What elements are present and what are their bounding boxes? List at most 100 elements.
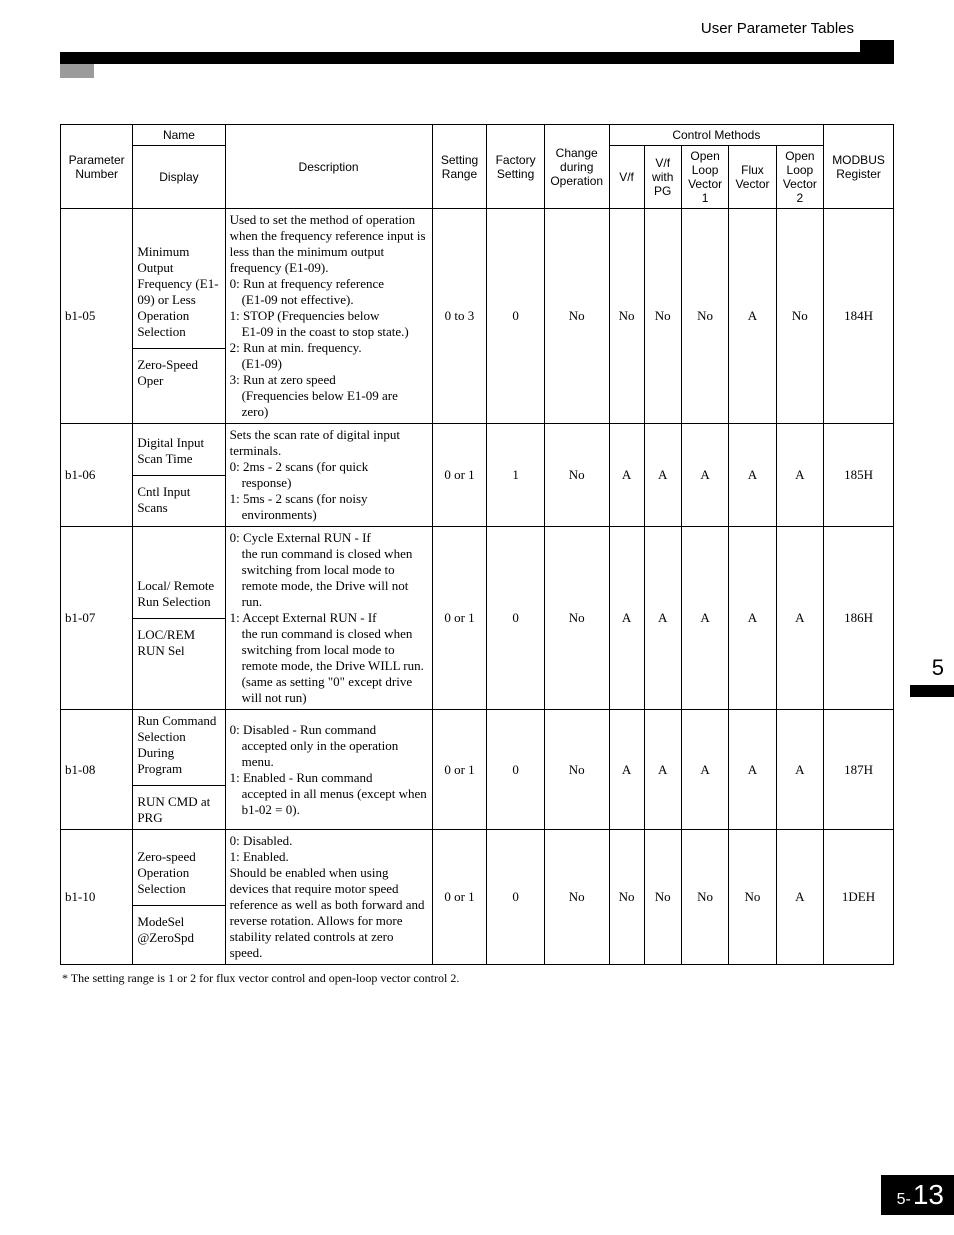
cell-change: No bbox=[544, 209, 609, 424]
cell-olv1: A bbox=[681, 710, 728, 830]
cell-vfpg: No bbox=[644, 209, 681, 424]
th-factory-setting: Factory Setting bbox=[487, 125, 544, 209]
table-row: b1-07Local/ Remote Run Selection LOC/REM … bbox=[61, 527, 894, 710]
cell-display: Cntl Input Scans bbox=[137, 480, 220, 516]
cell-olv2: A bbox=[776, 830, 823, 965]
cell-name: Digital Input Scan Time bbox=[137, 435, 220, 471]
th-flux: Flux Vector bbox=[729, 146, 776, 209]
cell-description: Sets the scan rate of digital input term… bbox=[225, 424, 432, 527]
th-display: Display bbox=[133, 146, 225, 209]
cell-vf: A bbox=[609, 710, 644, 830]
cell-vfpg: No bbox=[644, 830, 681, 965]
cell-olv2: No bbox=[776, 209, 823, 424]
cell-description: Used to set the method of operation when… bbox=[225, 209, 432, 424]
th-control-methods: Control Methods bbox=[609, 125, 823, 146]
cell-vfpg: A bbox=[644, 710, 681, 830]
footnote: * The setting range is 1 or 2 for flux v… bbox=[62, 971, 894, 986]
cell-modbus: 185H bbox=[824, 424, 894, 527]
table-container: Parameter Number Name Description Settin… bbox=[60, 124, 894, 986]
cell-vf: A bbox=[609, 424, 644, 527]
cell-vf: No bbox=[609, 209, 644, 424]
cell-factory: 0 bbox=[487, 209, 544, 424]
table-row: b1-06Digital Input Scan Time Cntl Input S… bbox=[61, 424, 894, 527]
cell-modbus: 186H bbox=[824, 527, 894, 710]
cell-display: Zero-Speed Oper bbox=[137, 353, 220, 389]
cell-param-number: b1-10 bbox=[61, 830, 133, 965]
cell-name: Zero-speed Operation Selection bbox=[137, 849, 220, 901]
header-notch bbox=[60, 64, 94, 78]
cell-description: 0: Disabled - Run commandaccepted only i… bbox=[225, 710, 432, 830]
header-title: User Parameter Tables bbox=[701, 20, 854, 37]
cell-range: 0 to 3 bbox=[432, 209, 487, 424]
cell-flux: A bbox=[729, 527, 776, 710]
cell-description: 0: Disabled.1: Enabled.Should be enabled… bbox=[225, 830, 432, 965]
cell-olv1: A bbox=[681, 527, 728, 710]
th-description: Description bbox=[225, 125, 432, 209]
th-modbus: MODBUS Register bbox=[824, 125, 894, 209]
cell-olv1: A bbox=[681, 424, 728, 527]
cell-factory: 0 bbox=[487, 830, 544, 965]
cell-flux: A bbox=[729, 710, 776, 830]
cell-olv2: A bbox=[776, 527, 823, 710]
chapter-number: 5 bbox=[932, 655, 944, 681]
cell-name: Local/ Remote Run Selection bbox=[137, 578, 220, 614]
cell-change: No bbox=[544, 710, 609, 830]
cell-name-display: Minimum Output Frequency (E1-09) or Less… bbox=[133, 209, 225, 424]
table-row: b1-05Minimum Output Frequency (E1-09) or… bbox=[61, 209, 894, 424]
page-prefix: 5- bbox=[897, 1191, 911, 1209]
th-name: Name bbox=[133, 125, 225, 146]
cell-display: ModeSel @ZeroSpd bbox=[137, 910, 220, 946]
cell-factory: 0 bbox=[487, 710, 544, 830]
header-bar bbox=[60, 52, 894, 64]
page: User Parameter Tables Parameter Number N… bbox=[0, 0, 954, 1235]
cell-param-number: b1-07 bbox=[61, 527, 133, 710]
th-param-number: Parameter Number bbox=[61, 125, 133, 209]
cell-display: RUN CMD at PRG bbox=[137, 790, 220, 826]
cell-param-number: b1-06 bbox=[61, 424, 133, 527]
cell-param-number: b1-08 bbox=[61, 710, 133, 830]
header-stripe bbox=[860, 40, 894, 52]
cell-name-display: Run Command Selection During Program RUN … bbox=[133, 710, 225, 830]
th-olv1: Open Loop Vector 1 bbox=[681, 146, 728, 209]
cell-name-display: Digital Input Scan Time Cntl Input Scans bbox=[133, 424, 225, 527]
cell-modbus: 184H bbox=[824, 209, 894, 424]
cell-change: No bbox=[544, 527, 609, 710]
cell-flux: A bbox=[729, 209, 776, 424]
cell-change: No bbox=[544, 830, 609, 965]
table-row: b1-10Zero-speed Operation Selection ModeS… bbox=[61, 830, 894, 965]
cell-flux: A bbox=[729, 424, 776, 527]
th-change-during: Change during Operation bbox=[544, 125, 609, 209]
cell-factory: 1 bbox=[487, 424, 544, 527]
cell-vfpg: A bbox=[644, 527, 681, 710]
th-olv2: Open Loop Vector 2 bbox=[776, 146, 823, 209]
th-setting-range: Setting Range bbox=[432, 125, 487, 209]
table-row: b1-08Run Command Selection During Progra… bbox=[61, 710, 894, 830]
cell-olv2: A bbox=[776, 710, 823, 830]
page-num: 13 bbox=[913, 1179, 944, 1211]
cell-range: 0 or 1 bbox=[432, 710, 487, 830]
cell-name-display: Local/ Remote Run Selection LOC/REM RUN S… bbox=[133, 527, 225, 710]
cell-display: LOC/REM RUN Sel bbox=[137, 623, 220, 659]
parameter-table: Parameter Number Name Description Settin… bbox=[60, 124, 894, 965]
page-header: User Parameter Tables bbox=[60, 20, 894, 80]
cell-vf: A bbox=[609, 527, 644, 710]
cell-name-display: Zero-speed Operation Selection ModeSel @Z… bbox=[133, 830, 225, 965]
cell-range: 0 or 1 bbox=[432, 527, 487, 710]
cell-olv2: A bbox=[776, 424, 823, 527]
th-vf: V/f bbox=[609, 146, 644, 209]
cell-range: 0 or 1 bbox=[432, 424, 487, 527]
table-head: Parameter Number Name Description Settin… bbox=[61, 125, 894, 209]
cell-range: 0 or 1 bbox=[432, 830, 487, 965]
cell-modbus: 187H bbox=[824, 710, 894, 830]
cell-name: Run Command Selection During Program bbox=[137, 713, 220, 781]
th-vfpg: V/f with PG bbox=[644, 146, 681, 209]
page-number: 5- 13 bbox=[881, 1175, 954, 1215]
cell-olv1: No bbox=[681, 209, 728, 424]
cell-param-number: b1-05 bbox=[61, 209, 133, 424]
cell-name: Minimum Output Frequency (E1-09) or Less… bbox=[137, 244, 220, 344]
cell-vfpg: A bbox=[644, 424, 681, 527]
cell-change: No bbox=[544, 424, 609, 527]
cell-flux: No bbox=[729, 830, 776, 965]
cell-modbus: 1DEH bbox=[824, 830, 894, 965]
table-body: b1-05Minimum Output Frequency (E1-09) or… bbox=[61, 209, 894, 965]
